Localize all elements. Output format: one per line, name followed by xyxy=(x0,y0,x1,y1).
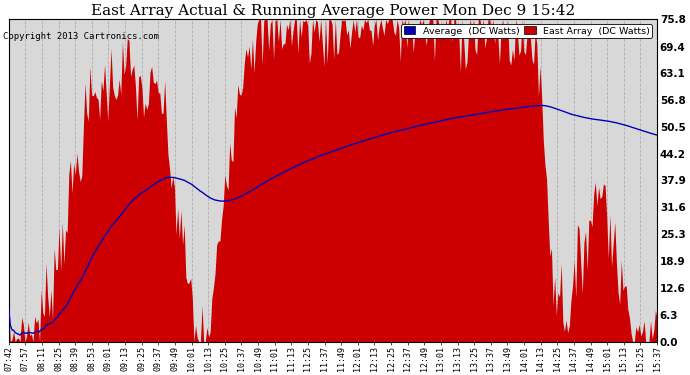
Legend: Average  (DC Watts), East Array  (DC Watts): Average (DC Watts), East Array (DC Watts… xyxy=(402,24,652,38)
Text: Copyright 2013 Cartronics.com: Copyright 2013 Cartronics.com xyxy=(3,32,159,41)
Title: East Array Actual & Running Average Power Mon Dec 9 15:42: East Array Actual & Running Average Powe… xyxy=(91,4,575,18)
